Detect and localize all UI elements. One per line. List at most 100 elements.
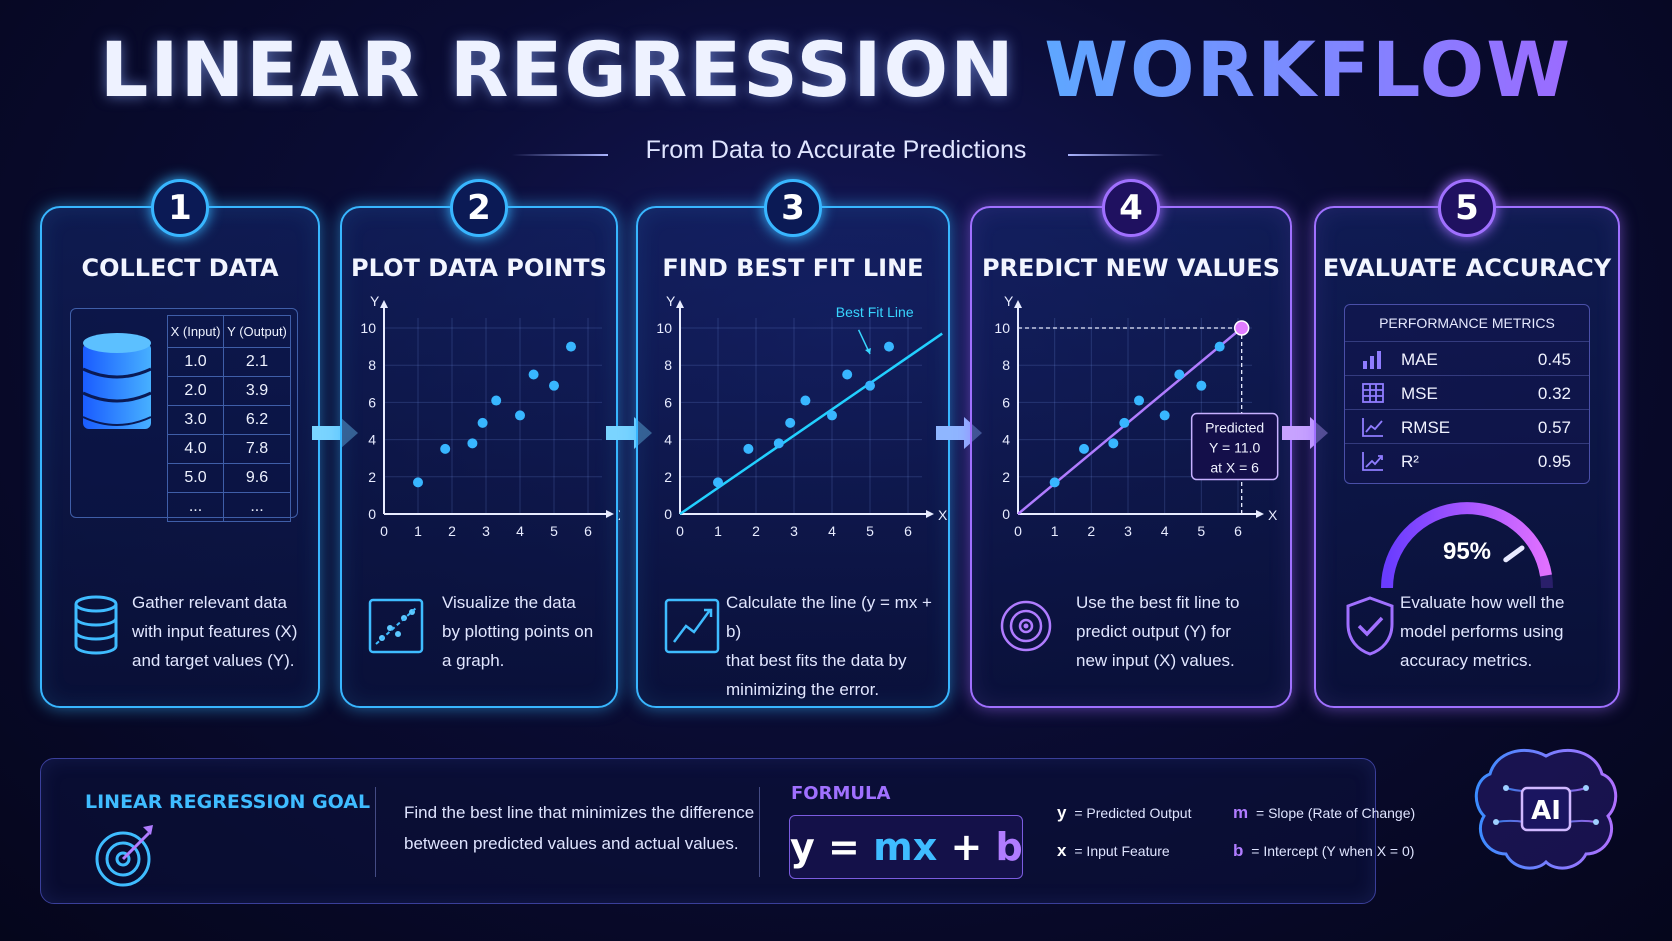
metric-row: MAE 0.45 <box>1345 341 1589 375</box>
x-tick-label: 5 <box>1197 523 1205 539</box>
legend-text: = Intercept (Y when X = 0) <box>1251 843 1415 859</box>
step-title: PREDICT NEW VALUES <box>981 254 1281 282</box>
step-title: COLLECT DATA <box>81 254 279 282</box>
table-cell: 2.1 <box>223 347 291 377</box>
database-icon <box>74 595 118 655</box>
y-axis-label: Y <box>666 293 676 309</box>
y-tick-label: 10 <box>656 320 672 336</box>
data-point <box>1108 438 1119 449</box>
x-tick-label: 6 <box>1234 523 1242 539</box>
metric-value: 0.45 <box>1537 350 1571 369</box>
data-point <box>1159 410 1170 421</box>
table-row: 3.0 6.2 <box>166 405 291 435</box>
description-line: Visualize the data <box>442 593 576 612</box>
step-description: Gather relevant data with input features… <box>132 588 297 675</box>
y-axis-label: Y <box>370 293 380 309</box>
step-number: 4 <box>1102 179 1160 237</box>
description-line: Calculate the line (y = mx + b) <box>726 593 932 641</box>
table-row: 1.0 2.1 <box>166 347 291 377</box>
prediction-label-line: at X = 6 <box>1210 460 1259 476</box>
table-cell: 9.6 <box>223 463 291 493</box>
y-tick-label: 2 <box>1002 469 1010 485</box>
table-cell: 7.8 <box>223 434 291 464</box>
description-line: a graph. <box>442 651 505 670</box>
metric-row: R² 0.95 <box>1345 443 1589 477</box>
data-point <box>1196 380 1207 391</box>
legend-text: = Input Feature <box>1074 843 1170 859</box>
metric-name: MSE <box>1401 384 1438 403</box>
divider <box>759 787 760 877</box>
step-1-card: 1 COLLECT DATA X (Input) Y (Output) 1.0 2.… <box>40 179 320 708</box>
target-icon <box>1000 600 1052 652</box>
x-tick-label: 2 <box>448 523 456 539</box>
table-cell: 3.0 <box>166 405 225 435</box>
bar-chart-icon <box>1363 351 1381 369</box>
data-point <box>827 410 837 421</box>
step-4-card: 4 PREDICT NEW VALUES 0 1 2 3 4 5 6 0 2 4 6 8 10 X Y Pre… <box>970 179 1292 708</box>
prediction-label-line: Y = 11.0 <box>1209 440 1260 456</box>
y-tick-label: 4 <box>368 432 376 448</box>
step-description: Calculate the line (y = mx + b) that bes… <box>726 588 948 704</box>
description-line: and target values (Y). <box>132 651 295 670</box>
x-tick-label: 4 <box>516 523 524 539</box>
title-part-2: WORKFLOW <box>1044 25 1573 114</box>
description-line: minimizing the error. <box>726 680 880 699</box>
step-description: Visualize the data by plotting points on… <box>442 588 593 675</box>
subtitle-rule-left <box>512 154 608 156</box>
accuracy-percent: 95% <box>1442 538 1492 565</box>
x-axis-label: X <box>618 507 620 523</box>
data-point <box>884 341 894 352</box>
data-point <box>413 477 423 488</box>
formula-b: b <box>995 825 1023 869</box>
data-point <box>1134 395 1144 406</box>
metric-value: 0.57 <box>1537 418 1571 437</box>
x-axis-arrow <box>606 510 614 518</box>
x-tick-label: 3 <box>482 523 490 539</box>
x-axis-arrow <box>1256 510 1264 518</box>
description-line: model performs using <box>1400 622 1564 641</box>
prediction-label-line: Predicted <box>1205 420 1264 436</box>
y-tick-label: 6 <box>664 394 672 410</box>
trend-icon <box>1362 452 1383 471</box>
gauge-needle <box>1503 545 1525 563</box>
legend-x: x = Input Feature <box>1057 841 1170 861</box>
formula-equals: = <box>828 825 860 869</box>
step-title: PLOT DATA POINTS <box>351 254 607 282</box>
y-axis-label: Y <box>1004 293 1014 309</box>
metric-name: RMSE <box>1401 418 1451 437</box>
x-tick-label: 5 <box>550 523 558 539</box>
shield-check-icon <box>1346 596 1394 656</box>
legend-symbol: b <box>1233 841 1244 860</box>
data-point <box>800 395 811 406</box>
metric-name: R² <box>1401 452 1419 471</box>
table-cell: 5.0 <box>166 463 225 493</box>
prediction-label-box <box>1190 412 1279 481</box>
goal-panel: LINEAR REGRESSION GOAL Find the best lin… <box>40 758 1415 904</box>
target-icon <box>95 825 153 887</box>
data-point <box>842 369 853 380</box>
y-tick-label: 8 <box>664 357 672 373</box>
database-icon <box>82 333 152 429</box>
step-description: Use the best fit line to predict output … <box>1076 588 1239 675</box>
data-point <box>1119 417 1130 428</box>
x-tick-label: 4 <box>828 523 836 539</box>
description-line: that best fits the data by <box>726 651 907 670</box>
description-line: with input features (X) <box>132 622 298 641</box>
description-line: Evaluate how well the <box>1400 593 1565 612</box>
formula-box: y = mx + b <box>789 815 1023 879</box>
data-point <box>528 369 539 380</box>
grid-icon <box>1362 383 1384 403</box>
data-point <box>1174 369 1185 380</box>
metrics-header: PERFORMANCE METRICS <box>1379 315 1555 331</box>
annotation-label: Best Fit Line <box>836 304 914 320</box>
data-table: X (Input) Y (Output) 1.0 2.1 2.0 3.9 3.0 6.2… <box>166 315 291 522</box>
table-row: 5.0 9.6 <box>166 463 291 493</box>
title-part-1: LINEAR REGRESSION <box>99 25 1016 114</box>
metric-name: MAE <box>1401 350 1438 369</box>
divider <box>375 787 376 877</box>
legend-y: y = Predicted Output <box>1057 803 1192 823</box>
step-title: FIND BEST FIT LINE <box>662 254 924 282</box>
formula-plus: + <box>950 825 983 869</box>
data-point <box>549 380 559 391</box>
goal-text: Find the best line that minimizes the di… <box>404 797 754 859</box>
